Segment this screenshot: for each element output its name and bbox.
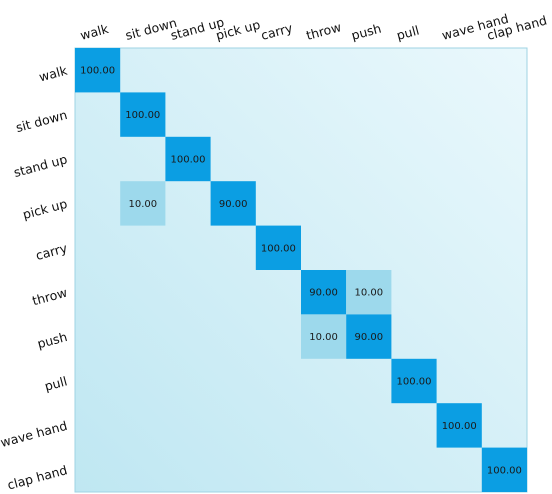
heatmap-cell — [210, 181, 256, 226]
row-label: push — [36, 329, 69, 351]
cell-value-label: 10.00 — [309, 332, 338, 343]
heatmap-cell — [346, 270, 392, 315]
cell-value-label: 10.00 — [354, 288, 383, 299]
heatmap-cell — [120, 92, 166, 137]
column-label: pull — [395, 23, 421, 43]
row-labels: walk sit down stand up pick up carry throw pus… — [0, 62, 69, 492]
heatmap-cell — [120, 181, 166, 226]
row-label: carry — [34, 240, 69, 263]
heatmap-cell — [75, 48, 121, 93]
cell-value-label: 90.00 — [219, 199, 248, 210]
heatmap-cell — [301, 314, 347, 359]
row-label: pick up — [21, 196, 69, 222]
heatmap-cell — [301, 270, 347, 315]
cell-value-label: 100.00 — [171, 155, 206, 166]
cell-value-label: 90.00 — [354, 332, 383, 343]
cells-layer: 100.00 100.00 100.00 10.00 90.00 100.00 90.00 1… — [75, 48, 527, 492]
row-label: walk — [37, 62, 69, 84]
cell-value-label: 100.00 — [397, 377, 432, 388]
cell-value-label: 100.00 — [487, 465, 522, 476]
column-label: carry — [259, 20, 294, 43]
row-label: wave hand — [0, 418, 69, 450]
row-label: clap hand — [6, 462, 69, 492]
cell-value-label: 100.00 — [80, 66, 115, 77]
row-label: pull — [43, 373, 69, 393]
heatmap-cell — [391, 358, 437, 404]
heatmap-cell — [165, 136, 211, 182]
column-label: throw — [304, 19, 342, 43]
heatmap-cell — [255, 225, 301, 270]
cell-value-label: 100.00 — [261, 243, 296, 254]
heatmap-cell — [481, 447, 527, 492]
heatmap-cell — [436, 403, 482, 448]
row-label: throw — [31, 285, 69, 309]
cell-value-label: 90.00 — [309, 288, 338, 299]
heatmap-cell — [346, 314, 392, 359]
cell-value-label: 100.00 — [125, 110, 160, 121]
column-label: push — [350, 21, 383, 43]
cell-value-label: 10.00 — [128, 199, 157, 210]
cell-value-label: 100.00 — [442, 421, 477, 432]
row-label: sit down — [14, 107, 69, 135]
row-label: stand up — [12, 151, 69, 180]
column-label: walk — [78, 21, 110, 43]
